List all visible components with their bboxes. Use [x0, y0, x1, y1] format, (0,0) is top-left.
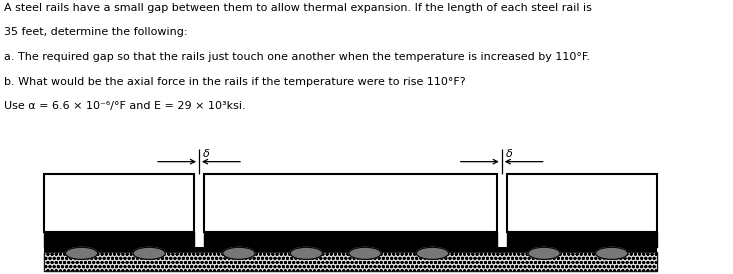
Bar	[507, 174, 657, 232]
Text: δ: δ	[202, 149, 210, 159]
Bar	[44, 247, 657, 252]
Circle shape	[595, 247, 627, 259]
Circle shape	[65, 247, 97, 259]
Bar	[44, 232, 194, 247]
Text: A steel rails have a small gap between them to allow thermal expansion. If the l: A steel rails have a small gap between t…	[4, 3, 592, 13]
Bar	[44, 252, 657, 271]
Text: b. What would be the axial force in the rails if the temperature were to rise 11: b. What would be the axial force in the …	[4, 77, 465, 87]
Bar	[204, 174, 497, 232]
Bar	[44, 174, 194, 232]
Circle shape	[528, 247, 560, 259]
Circle shape	[416, 247, 449, 259]
Circle shape	[223, 247, 255, 259]
Circle shape	[349, 247, 381, 259]
Text: Use α = 6.6 × 10⁻⁶/°F and E = 29 × 10³ksi.: Use α = 6.6 × 10⁻⁶/°F and E = 29 × 10³ks…	[4, 101, 246, 111]
Text: 35 feet, determine the following:: 35 feet, determine the following:	[4, 27, 187, 37]
Text: δ: δ	[506, 149, 512, 159]
Bar	[507, 232, 657, 247]
Circle shape	[290, 247, 323, 259]
Bar	[44, 252, 657, 271]
Text: a. The required gap so that the rails just touch one another when the temperatur: a. The required gap so that the rails ju…	[4, 52, 590, 62]
Bar	[204, 232, 497, 247]
Text: A = 5.10 in²: A = 5.10 in²	[315, 196, 386, 209]
Circle shape	[133, 247, 165, 259]
